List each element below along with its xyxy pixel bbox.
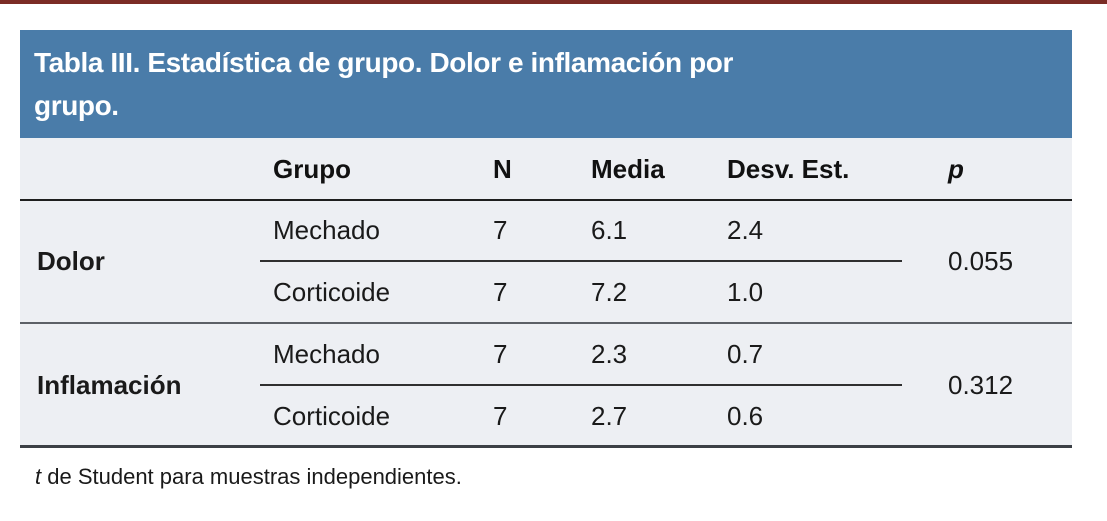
- dolor-inner-row-rule: [260, 260, 902, 262]
- cell-dolor-mechado-grupo: Mechado: [273, 215, 380, 245]
- top-accent-rule: [0, 0, 1107, 4]
- cell-inflamacion-mechado-n: 7: [493, 338, 508, 369]
- stats-table-grid: Grupo N Media Desv. Est. p Dolor Mechado…: [20, 138, 1072, 448]
- col-header-blank: [20, 138, 260, 200]
- cell-inflamacion-corticoide-n: 7: [493, 401, 508, 431]
- table-caption-band: Tabla III. Estadística de grupo. Dolor e…: [20, 30, 1072, 138]
- cell-inflamacion-corticoide-grupo: Corticoide: [273, 401, 391, 431]
- cell-dolor-corticoide-n: 7: [493, 276, 508, 307]
- cell-dolor-corticoide-desv: 1.0: [727, 276, 764, 307]
- inflamacion-inner-row-rule: [260, 384, 902, 386]
- cell-dolor-mechado-media: 6.1: [591, 215, 628, 245]
- cell-dolor-corticoide-media: 7.2: [591, 276, 628, 307]
- cell-dolor-p-value: 0.055: [948, 246, 1014, 276]
- table-footnote: t de Student para muestras independiente…: [35, 462, 462, 492]
- col-header-n: N: [493, 153, 512, 184]
- cell-inflamacion-mechado-desv: 0.7: [727, 338, 764, 369]
- footnote-text: de Student para muestras independientes.: [41, 464, 462, 489]
- cell-inflamacion-mechado-grupo: Mechado: [273, 338, 380, 369]
- col-header-desv-est: Desv. Est.: [727, 153, 850, 184]
- cell-dolor-mechado-desv: 2.4: [727, 215, 764, 245]
- cell-inflamacion-mechado-media: 2.3: [591, 338, 628, 369]
- table-caption-line-2: grupo.: [34, 90, 119, 121]
- cell-inflamacion-corticoide-desv: 0.6: [727, 401, 764, 431]
- table-caption-line-1: Tabla III. Estadística de grupo. Dolor e…: [34, 47, 733, 78]
- row-group-label-inflamacion: Inflamación: [37, 370, 182, 400]
- cell-inflamacion-corticoide-media: 2.7: [591, 401, 628, 431]
- row-group-label-dolor: Dolor: [37, 246, 105, 276]
- group-separator-rule: [20, 322, 1072, 324]
- cell-inflamacion-p-value: 0.312: [948, 370, 1014, 400]
- col-header-p: p: [948, 153, 964, 184]
- header-underline-rule: [20, 199, 1072, 201]
- table-bottom-rule: [20, 445, 1072, 448]
- col-header-media: Media: [591, 153, 665, 184]
- stats-table: Grupo N Media Desv. Est. p Dolor Mechado…: [20, 138, 1072, 448]
- footnote-t-symbol: t: [35, 464, 42, 489]
- cell-dolor-mechado-n: 7: [493, 215, 508, 245]
- col-header-grupo: Grupo: [273, 153, 351, 184]
- cell-dolor-corticoide-grupo: Corticoide: [273, 276, 391, 307]
